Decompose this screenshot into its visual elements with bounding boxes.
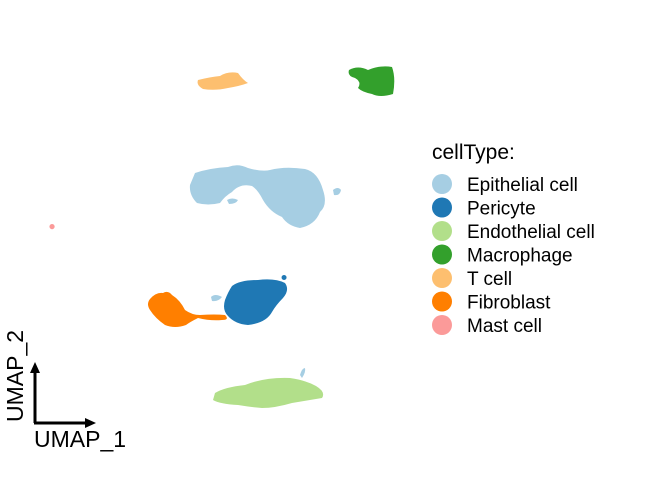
cluster-macrophage: [348, 66, 395, 96]
clusters: [49, 66, 395, 408]
cluster-pericyte: [281, 275, 287, 280]
y-axis-label: UMAP_2: [2, 330, 28, 422]
legend-swatch: [432, 291, 452, 312]
legend-label: T cell: [467, 269, 512, 290]
axis-arrows: UMAP_1 UMAP_2: [2, 330, 126, 452]
cluster-mast-cell: [49, 224, 55, 230]
cluster-epithelial-cell: [211, 295, 222, 302]
cluster-epithelial-cell: [189, 165, 325, 228]
legend-swatch: [432, 197, 452, 218]
legend-label: Pericyte: [467, 199, 536, 220]
legend-swatch: [432, 244, 452, 265]
legend-title: cellType:: [432, 141, 515, 164]
legend-label: Mast cell: [467, 316, 542, 337]
legend: cellType: Epithelial cell PericyteEndothe…: [432, 141, 595, 337]
legend-label: Fibroblast: [467, 293, 551, 314]
legend-swatch: [432, 174, 452, 194]
cluster-epithelial-cell: [227, 198, 238, 204]
legend-label: Epithelial cell: [467, 175, 578, 196]
cluster-t-cell: [197, 72, 248, 90]
x-arrowhead-icon: [85, 418, 96, 428]
cluster-pericyte: [224, 279, 288, 325]
cluster-epithelial-cell: [300, 368, 306, 378]
legend-label: Macrophage: [467, 246, 573, 267]
x-axis-label: UMAP_1: [34, 426, 126, 452]
cluster-endothelial-cell: [213, 377, 324, 408]
y-arrowhead-icon: [30, 362, 40, 373]
legend-swatch: [432, 221, 452, 241]
cluster-epithelial-cell: [333, 188, 341, 196]
legend-label: Endothelial cell: [467, 222, 595, 243]
legend-swatch: [432, 315, 452, 335]
legend-swatch: [432, 268, 452, 288]
cluster-fibroblast: [148, 291, 227, 327]
